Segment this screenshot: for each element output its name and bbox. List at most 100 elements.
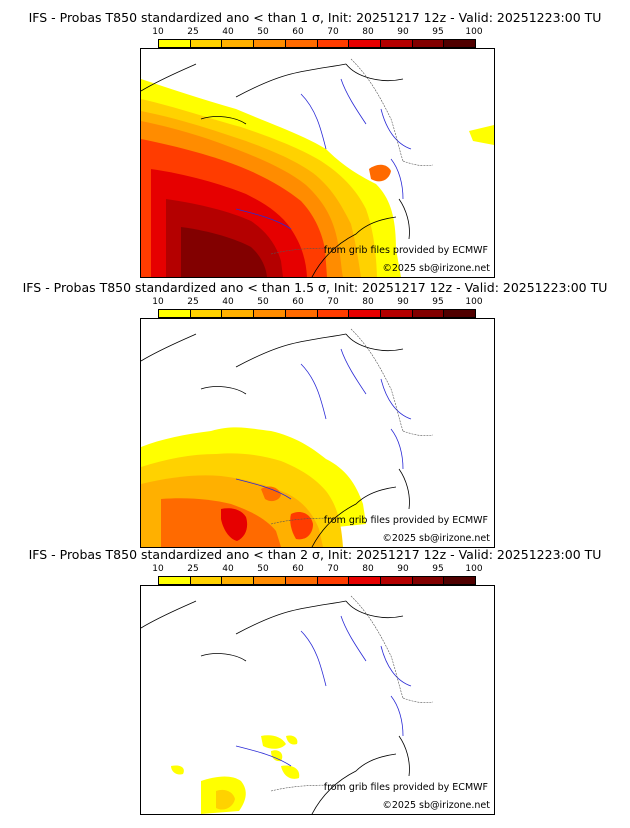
legend-swatch <box>349 577 381 584</box>
legend-swatch <box>159 40 191 47</box>
legend-swatch <box>317 40 350 47</box>
legend-swatch <box>317 577 350 584</box>
legend-colorbar <box>158 576 476 585</box>
prob-area-10d <box>281 765 300 779</box>
legend-swatch <box>222 40 255 47</box>
legend-tick-label: 50 <box>257 564 269 574</box>
prob-area-east <box>469 125 494 145</box>
legend-swatch <box>412 577 445 584</box>
rivers <box>235 615 412 767</box>
rivers <box>235 348 412 500</box>
probability-map: from grib files provided by ECMWF ©2025 … <box>140 585 495 815</box>
legend-tick-label: 25 <box>187 297 199 307</box>
panel-title: IFS - Probas T850 standardized ano < tha… <box>28 10 602 25</box>
legend-tick-label: 80 <box>362 564 374 574</box>
legend-tick-label: 90 <box>397 564 409 574</box>
probability-map: from grib files provided by ECMWF ©2025 … <box>140 48 495 278</box>
legend-swatch <box>349 310 381 317</box>
legend-swatch <box>380 40 413 47</box>
legend-swatch <box>285 310 318 317</box>
prob-area-60 <box>161 498 281 547</box>
legend-swatch <box>159 577 191 584</box>
panel-title: IFS - Probas T850 standardized ano < tha… <box>22 280 608 295</box>
panel-2sigma: IFS - Probas T850 standardized ano < tha… <box>0 547 630 817</box>
prob-area-80 <box>221 508 248 541</box>
legend-swatch <box>190 577 223 584</box>
map-graphic <box>141 595 434 814</box>
legend-swatch <box>380 310 413 317</box>
legend-tick-label: 90 <box>397 297 409 307</box>
rivers <box>235 78 412 230</box>
legend-tick-label: 10 <box>152 27 164 37</box>
copyright: ©2025 sb@irizone.net <box>382 263 490 274</box>
legend-tick-label: 70 <box>327 297 339 307</box>
legend-tick-label: 80 <box>362 27 374 37</box>
legend-tick-label: 100 <box>465 27 483 37</box>
map-graphic <box>141 328 434 547</box>
legend-swatch <box>349 40 381 47</box>
legend-tick-label: 10 <box>152 564 164 574</box>
legend-tick-label: 50 <box>257 27 269 37</box>
legend-tick-label: 100 <box>465 297 483 307</box>
legend-swatch <box>254 40 286 47</box>
probability-legend: 10 25 40 50 60 70 80 90 95 100 <box>152 27 483 55</box>
legend-tick-label: 25 <box>187 564 199 574</box>
probability-legend: 10 25 40 50 60 70 80 90 95 100 <box>152 297 483 325</box>
coastline <box>141 600 410 814</box>
legend-ticks: 10 25 40 50 60 70 80 90 95 100 <box>152 27 482 39</box>
borders <box>270 328 434 525</box>
legend-swatch <box>159 310 191 317</box>
legend-swatch <box>444 40 476 47</box>
panel-1-5sigma: IFS - Probas T850 standardized ano < tha… <box>0 280 630 550</box>
legend-tick-label: 40 <box>222 27 234 37</box>
legend-swatch <box>222 577 255 584</box>
prob-area-10a <box>261 735 286 749</box>
legend-tick-label: 70 <box>327 564 339 574</box>
legend-tick-label: 40 <box>222 564 234 574</box>
legend-swatch <box>254 577 286 584</box>
legend-tick-label: 95 <box>432 297 444 307</box>
source-credit: from grib files provided by ECMWF <box>323 515 488 526</box>
copyright: ©2025 sb@irizone.net <box>382 800 490 811</box>
legend-swatch <box>380 577 413 584</box>
legend-tick-label: 100 <box>465 564 483 574</box>
prob-area-alps <box>369 164 391 182</box>
legend-tick-label: 40 <box>222 297 234 307</box>
probability-legend: 10 25 40 50 60 70 80 90 95 100 <box>152 564 483 592</box>
legend-colorbar <box>158 39 476 48</box>
prob-area-25 <box>216 789 235 810</box>
legend-tick-label: 70 <box>327 27 339 37</box>
legend-swatch <box>444 310 476 317</box>
prob-area-95 <box>181 227 267 277</box>
legend-tick-label: 10 <box>152 297 164 307</box>
panel-1sigma: IFS - Probas T850 standardized ano < tha… <box>0 10 630 280</box>
legend-swatch <box>444 577 476 584</box>
legend-tick-label: 80 <box>362 297 374 307</box>
legend-tick-label: 25 <box>187 27 199 37</box>
legend-swatch <box>412 40 445 47</box>
legend-colorbar <box>158 309 476 318</box>
legend-ticks: 10 25 40 50 60 70 80 90 95 100 <box>152 564 482 576</box>
legend-swatch <box>317 310 350 317</box>
map-graphic <box>141 58 494 277</box>
legend-swatch <box>222 310 255 317</box>
legend-swatch <box>285 40 318 47</box>
panel-title: IFS - Probas T850 standardized ano < tha… <box>28 547 602 562</box>
legend-tick-label: 50 <box>257 297 269 307</box>
source-credit: from grib files provided by ECMWF <box>323 782 488 793</box>
legend-swatch <box>254 310 286 317</box>
legend-swatch <box>190 40 223 47</box>
legend-tick-label: 60 <box>292 297 304 307</box>
prob-area-60b <box>261 486 281 502</box>
legend-ticks: 10 25 40 50 60 70 80 90 95 100 <box>152 297 482 309</box>
borders <box>270 595 434 792</box>
prob-area-10b <box>286 735 298 745</box>
source-credit: from grib files provided by ECMWF <box>323 245 488 256</box>
legend-tick-label: 60 <box>292 27 304 37</box>
legend-swatch <box>190 310 223 317</box>
coastline <box>141 63 410 277</box>
coastline <box>141 333 410 547</box>
legend-tick-label: 95 <box>432 564 444 574</box>
legend-tick-label: 90 <box>397 27 409 37</box>
prob-area-10e <box>171 765 184 775</box>
